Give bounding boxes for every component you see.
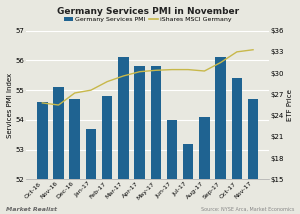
Bar: [37, 102, 48, 180]
Bar: [102, 96, 112, 180]
Text: Market Realist: Market Realist: [6, 207, 57, 212]
Bar: [232, 78, 242, 180]
Bar: [86, 129, 96, 180]
Y-axis label: Services PMI Index: Services PMI Index: [7, 73, 13, 138]
Text: Source: NYSE Arca, Market Economics: Source: NYSE Arca, Market Economics: [201, 207, 294, 212]
Bar: [183, 144, 194, 180]
Bar: [167, 120, 177, 180]
Bar: [215, 57, 226, 180]
Title: Germany Services PMI in November: Germany Services PMI in November: [57, 7, 239, 16]
Bar: [248, 99, 258, 180]
Bar: [199, 117, 210, 180]
Bar: [151, 66, 161, 180]
Bar: [134, 66, 145, 180]
Bar: [70, 99, 80, 180]
Y-axis label: ETF Price: ETF Price: [287, 89, 293, 121]
Bar: [118, 57, 129, 180]
Legend: Germany Services PMI, iShares MSCI Germany: Germany Services PMI, iShares MSCI Germa…: [61, 14, 234, 25]
Bar: [53, 87, 64, 180]
